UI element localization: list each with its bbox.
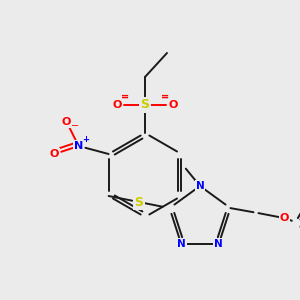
Text: =: = <box>121 92 129 102</box>
Text: O: O <box>62 117 71 127</box>
Text: O: O <box>112 100 122 110</box>
Text: O: O <box>280 213 289 223</box>
Text: N: N <box>74 141 83 151</box>
Text: S: S <box>140 98 149 112</box>
Text: N: N <box>177 239 186 249</box>
Text: +: + <box>82 134 89 143</box>
Text: N: N <box>214 239 223 249</box>
Text: N: N <box>196 181 204 191</box>
Text: S: S <box>135 196 144 208</box>
Text: O: O <box>168 100 178 110</box>
Text: =: = <box>161 92 169 102</box>
Text: O: O <box>50 149 59 159</box>
Text: −: − <box>70 121 79 131</box>
